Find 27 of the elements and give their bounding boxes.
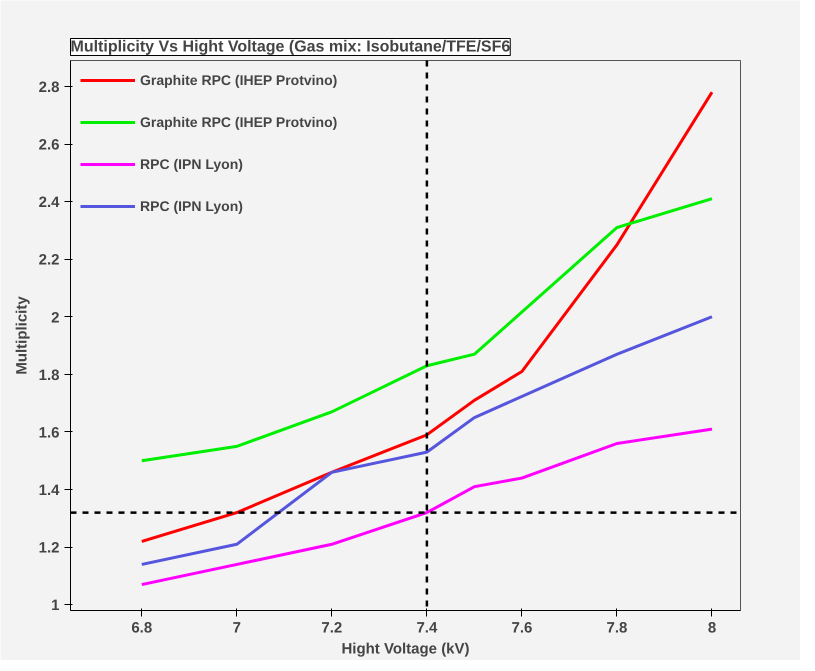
y-tick-label: 1.4: [38, 482, 60, 500]
legend-label: Graphite RPC (IHEP Protvino): [140, 114, 338, 130]
y-tick-label: 1: [51, 597, 60, 614]
y-tick-label: 2.6: [38, 136, 60, 154]
x-tick-label: 8: [708, 620, 716, 636]
line-series: [140, 90, 714, 543]
y-tick-label: 1.6: [38, 424, 60, 442]
legend-label: RPC (IPN Lyon): [140, 198, 243, 214]
y-tick-label: 2.8: [38, 78, 60, 96]
x-tick-label: 7.6: [511, 620, 532, 636]
y-tick-label: 1.2: [38, 540, 60, 557]
x-tick-label: 7.4: [416, 620, 438, 636]
line-series: [140, 197, 714, 462]
line-series: [140, 315, 714, 566]
legend-label: Graphite RPC (IHEP Protvino): [140, 72, 338, 88]
x-tick-label: 7.2: [321, 620, 342, 636]
x-tick-label: 7.8: [606, 620, 628, 636]
y-tick-label: 2.2: [38, 252, 60, 269]
x-axis-title: Hight Voltage (kV): [341, 640, 470, 658]
x-tick-label: 7: [232, 620, 241, 636]
legend-label: RPC (IPN Lyon): [140, 156, 243, 172]
y-tick-label: 2.4: [38, 194, 60, 212]
y-axis-title: Multiplicity: [14, 296, 31, 375]
x-tick-label: 6.8: [131, 620, 152, 636]
y-tick-label: 1.8: [38, 366, 60, 384]
line-series: [140, 428, 714, 586]
y-tick-label: 2: [51, 309, 60, 326]
